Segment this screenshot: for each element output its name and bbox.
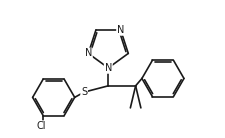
Text: N: N (105, 63, 112, 73)
Text: Cl: Cl (36, 121, 46, 131)
Text: N: N (117, 25, 124, 35)
Text: S: S (81, 87, 87, 97)
Text: N: N (85, 48, 92, 58)
